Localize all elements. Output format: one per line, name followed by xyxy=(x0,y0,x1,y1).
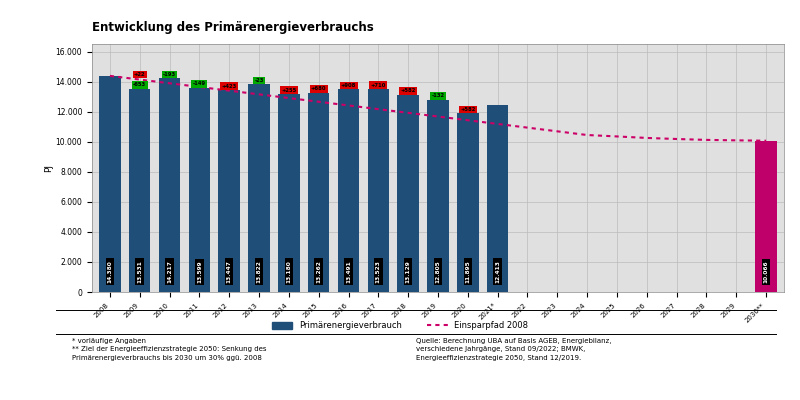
Text: +582: +582 xyxy=(460,107,475,112)
Text: 14.217: 14.217 xyxy=(167,260,172,283)
Bar xyxy=(398,95,419,292)
Text: -132: -132 xyxy=(431,93,445,98)
Bar xyxy=(99,76,121,292)
Text: +255: +255 xyxy=(282,88,297,93)
Bar xyxy=(189,88,210,292)
Bar xyxy=(248,84,270,292)
Text: +423: +423 xyxy=(222,84,237,89)
Text: 13.531: 13.531 xyxy=(138,260,142,283)
Text: -149: -149 xyxy=(193,82,206,86)
Text: +582: +582 xyxy=(401,88,416,94)
Text: 13.599: 13.599 xyxy=(197,260,202,283)
Text: 13.262: 13.262 xyxy=(316,260,321,283)
Bar xyxy=(368,89,389,292)
Bar xyxy=(129,89,150,292)
Text: +22: +22 xyxy=(134,72,146,77)
Text: 13.523: 13.523 xyxy=(376,260,381,283)
Text: +908: +908 xyxy=(341,83,356,88)
Text: +710: +710 xyxy=(370,82,386,88)
Text: +680: +680 xyxy=(311,86,326,92)
Text: 11.895: 11.895 xyxy=(466,260,470,283)
Bar xyxy=(308,93,330,292)
Legend: Primärenergieverbrauch, Einsparpfad 2008: Primärenergieverbrauch, Einsparpfad 2008 xyxy=(268,318,532,334)
Bar xyxy=(755,141,777,292)
Text: 10.066: 10.066 xyxy=(764,260,769,283)
Text: 13.491: 13.491 xyxy=(346,260,351,283)
Text: Entwicklung des Primärenergieverbrauchs: Entwicklung des Primärenergieverbrauchs xyxy=(92,21,374,34)
Text: 13.822: 13.822 xyxy=(257,260,262,283)
Text: -653: -653 xyxy=(133,82,146,88)
Text: * vorläufige Angaben
** Ziel der Energieeffizienzstrategie 2050: Senkung des
Pri: * vorläufige Angaben ** Ziel der Energie… xyxy=(72,338,266,361)
Text: 13.180: 13.180 xyxy=(286,260,291,283)
Bar xyxy=(338,89,359,292)
Text: 12.413: 12.413 xyxy=(495,260,500,283)
Text: -193: -193 xyxy=(163,72,176,77)
Bar xyxy=(278,94,299,292)
Bar xyxy=(218,90,240,292)
Text: 13.129: 13.129 xyxy=(406,260,410,283)
Text: 14.380: 14.380 xyxy=(107,260,112,283)
Text: Quelle: Berechnung UBA auf Basis AGEB, Energiebilanz,
verschiedene Jahrgänge, St: Quelle: Berechnung UBA auf Basis AGEB, E… xyxy=(416,338,611,361)
Bar xyxy=(457,113,478,292)
Y-axis label: PJ: PJ xyxy=(44,164,53,172)
Text: 12.805: 12.805 xyxy=(435,260,441,283)
Text: -23: -23 xyxy=(254,78,264,83)
Bar xyxy=(427,100,449,292)
Text: 13.447: 13.447 xyxy=(226,260,232,283)
Bar xyxy=(487,106,508,292)
Bar xyxy=(159,78,180,292)
